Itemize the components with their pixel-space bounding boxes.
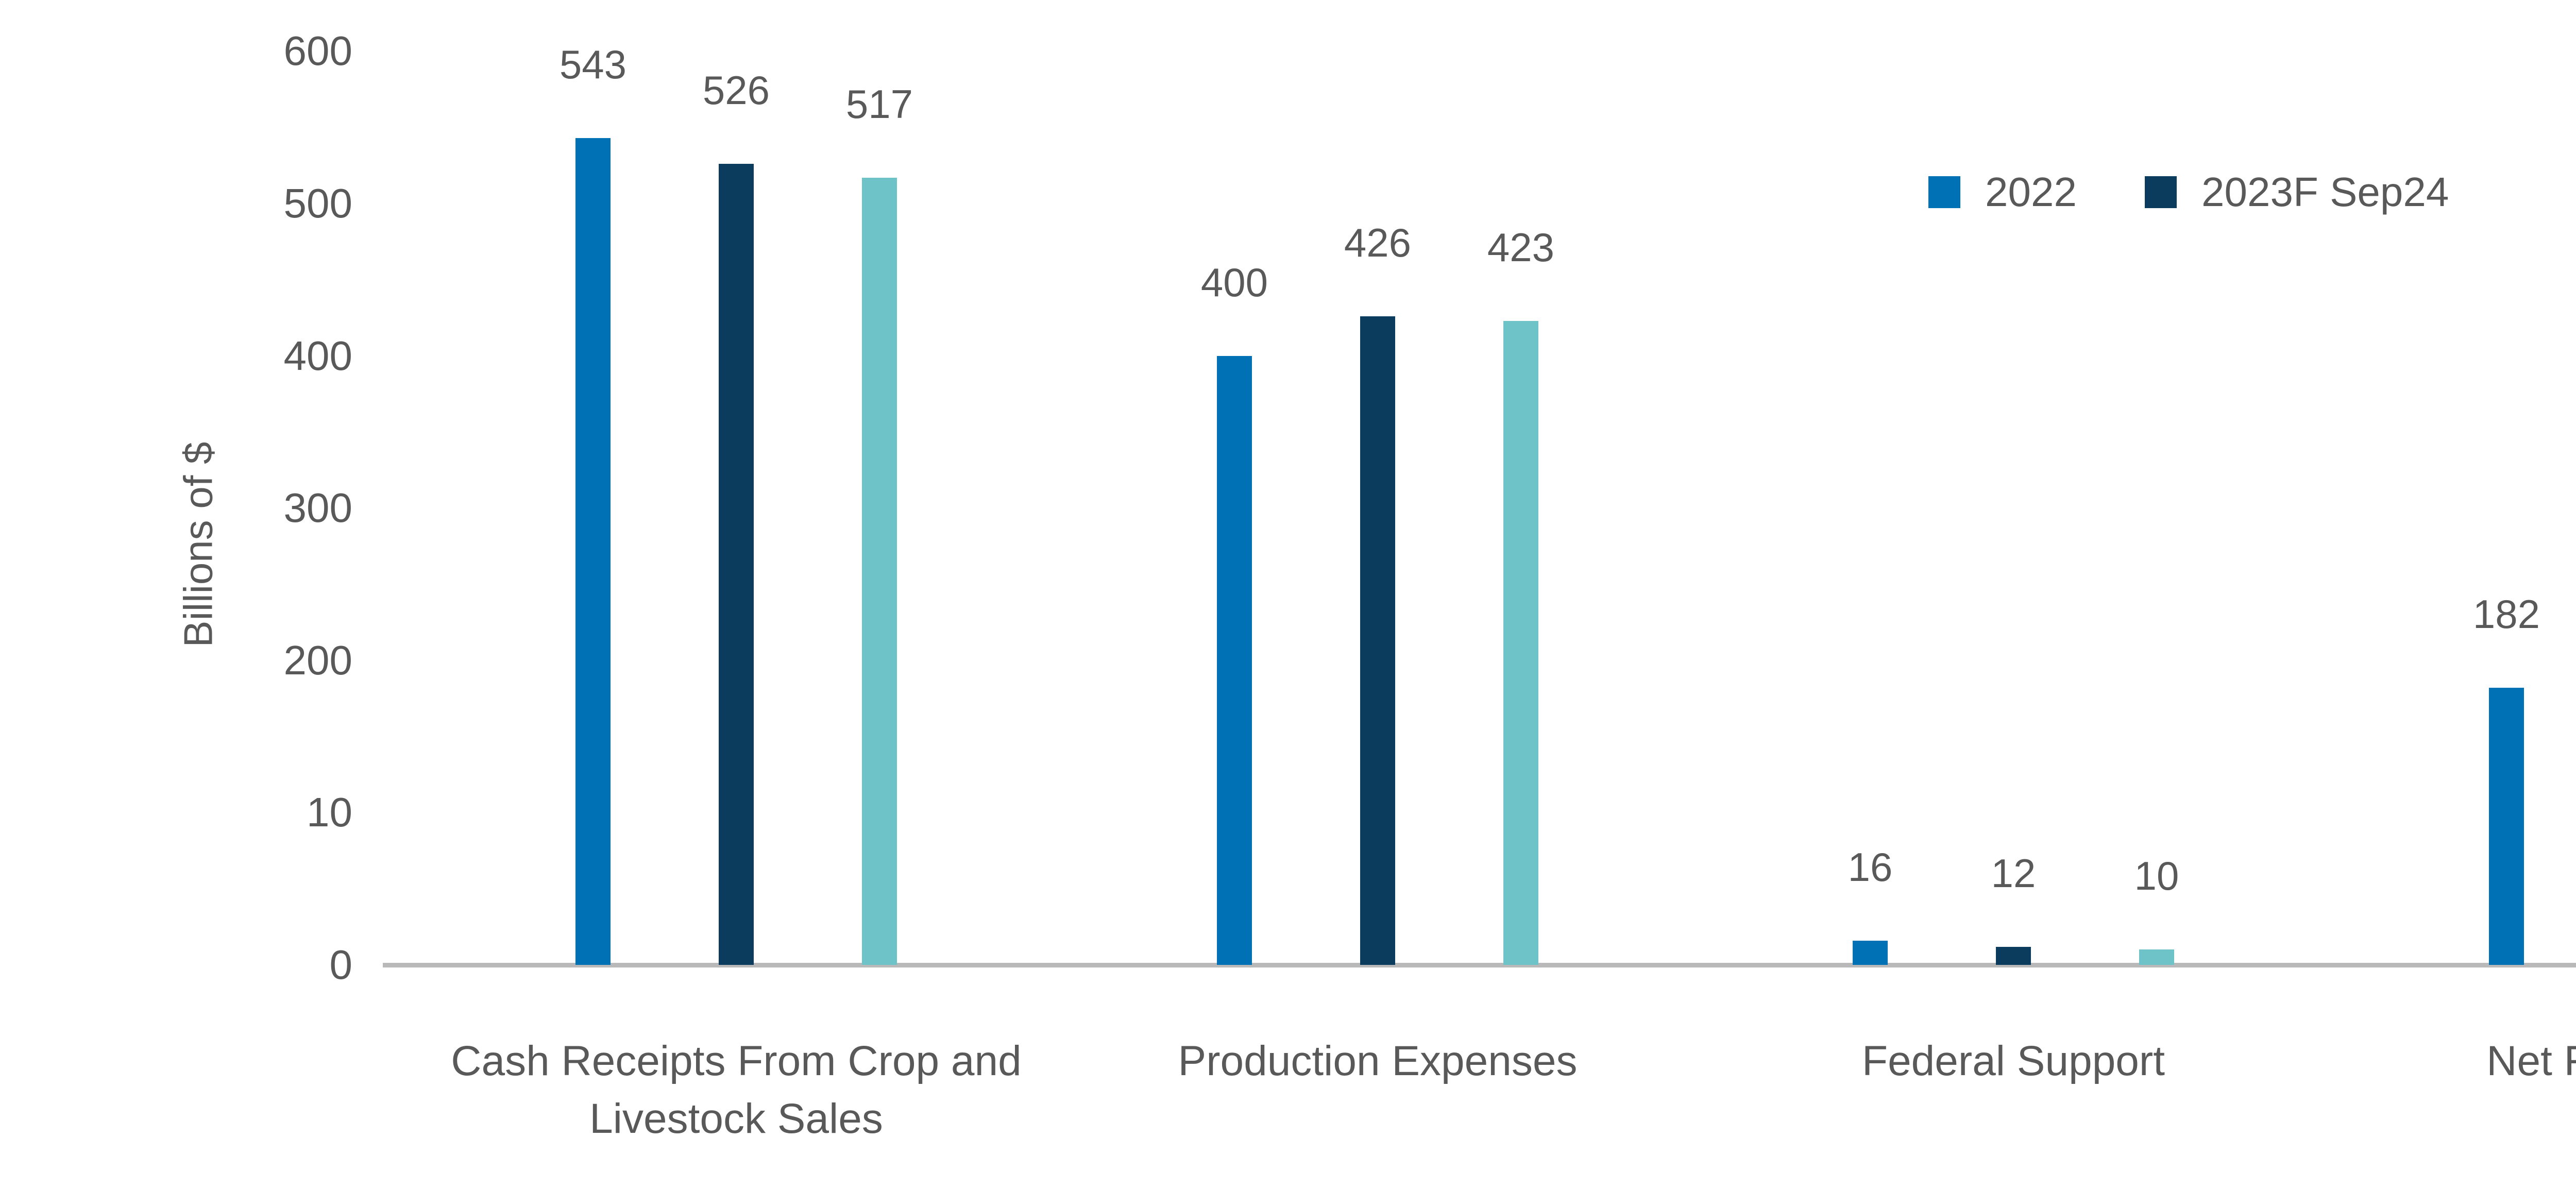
bar <box>1360 316 1395 965</box>
y-axis-tick-label: 10 <box>307 789 352 836</box>
bar <box>1853 941 1888 965</box>
y-axis-tick-label: 600 <box>283 28 352 74</box>
bar <box>1503 321 1538 965</box>
bar-value-label: 16 <box>1848 844 1893 890</box>
x-axis-category-label: Federal Support <box>1861 1038 2165 1084</box>
bar-value-label: 400 <box>1200 260 1268 305</box>
legend-label: 2023F Sep24 <box>2201 169 2449 215</box>
y-axis-tick-label: 400 <box>283 332 352 379</box>
legend-item: 2023F Sep24 <box>2145 168 2449 216</box>
x-axis-category-label: Net Farm Income <box>2486 1038 2576 1084</box>
x-axis-line <box>383 963 2576 967</box>
bar-value-label: 147 <box>2541 645 2576 689</box>
y-axis-title: Billions of $ <box>175 441 221 648</box>
bar-value-label: 10 <box>2134 853 2179 898</box>
y-axis-tick-label: 0 <box>329 942 353 988</box>
bar <box>719 164 754 965</box>
y-axis-tick-label: 200 <box>283 637 352 683</box>
x-axis-category-label: Production Expenses <box>1178 1038 1578 1084</box>
bar <box>1217 356 1252 965</box>
bar-value-label: 517 <box>845 81 913 127</box>
legend-label: 2022 <box>1985 169 2077 215</box>
bar-value-label: 423 <box>1487 225 1555 270</box>
bar <box>2489 688 2524 965</box>
bar-value-label: 426 <box>1344 220 1412 265</box>
y-axis-tick-label: 300 <box>283 485 352 531</box>
bar <box>1996 947 2031 965</box>
bar-value-label: 182 <box>2472 591 2540 637</box>
legend-swatch <box>2145 176 2177 208</box>
y-axis-tick-label: 500 <box>283 180 352 226</box>
bar <box>862 178 897 965</box>
bar-value-label: 526 <box>702 67 770 113</box>
bar <box>2139 949 2174 965</box>
bar-value-label: 12 <box>1991 851 2036 896</box>
x-axis-category-label: Cash Receipts From Crop and Livestock Sa… <box>451 1038 1022 1142</box>
legend-swatch <box>1928 176 1960 208</box>
legend-item: 2022 <box>1928 168 2077 216</box>
bar <box>575 138 611 965</box>
bar-value-label: 543 <box>559 42 627 87</box>
